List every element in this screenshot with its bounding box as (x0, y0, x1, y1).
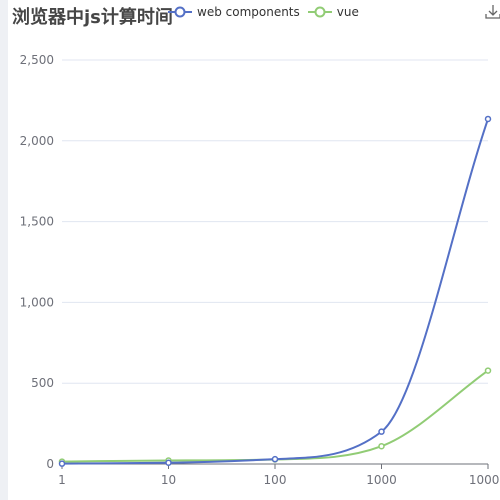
y-tick-label: 1,000 (20, 295, 54, 309)
data-point-web-components[interactable] (484, 115, 492, 123)
data-point-vue[interactable] (484, 367, 492, 374)
series-line-vue (61, 369, 489, 463)
x-tick-label: 1 (58, 473, 66, 487)
series-layer (58, 115, 492, 467)
download-icon[interactable] (485, 4, 500, 20)
x-tick-label: 100 (264, 473, 287, 487)
legend-item-vue[interactable]: vue (307, 5, 359, 19)
y-tick-label: 1,500 (20, 215, 54, 229)
legend-label-vue: vue (336, 5, 359, 19)
data-point-web-components[interactable] (165, 459, 172, 466)
series-web-components (58, 115, 492, 467)
y-tick-label: 0 (46, 457, 54, 471)
grid-layer (62, 59, 488, 384)
x-tick-label: 10 (161, 473, 176, 487)
series-vue (58, 367, 492, 465)
axis-layer: 0 500 1,000 1,500 2,000 2,500 1 10 100 1000 10000 (20, 53, 500, 487)
data-point-web-components[interactable] (58, 460, 66, 467)
left-edge-strip (0, 0, 8, 500)
data-point-web-components[interactable] (271, 455, 279, 463)
chart-title: 浏览器中js计算时间 (12, 7, 173, 28)
x-tick-label: 1000 (366, 473, 397, 487)
legend-item-web-components[interactable]: web components (168, 5, 300, 19)
legend-label-web-components: web components (197, 5, 300, 19)
legend-swatch-web-components (168, 6, 192, 18)
data-point-web-components[interactable] (378, 428, 385, 435)
y-tick-label: 2,000 (20, 134, 54, 148)
legend: web components vue (168, 2, 359, 22)
x-tick-label: 10000 (469, 473, 500, 487)
y-tick-label: 500 (31, 376, 54, 390)
legend-swatch-vue (307, 6, 332, 18)
series-line-web-components (61, 118, 489, 465)
y-tick-label: 2,500 (20, 53, 54, 67)
data-point-vue[interactable] (378, 442, 385, 450)
